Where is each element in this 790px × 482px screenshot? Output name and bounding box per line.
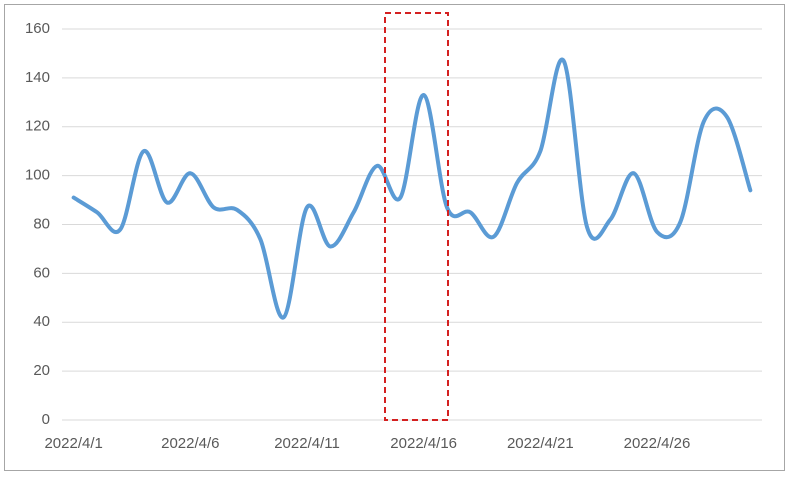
x-tick-label: 2022/4/16: [390, 435, 457, 452]
chart-border: [4, 4, 785, 471]
x-tick-label: 2022/4/21: [507, 435, 574, 452]
y-tick-label: 20: [33, 362, 50, 379]
y-tick-label: 160: [25, 20, 50, 37]
y-tick-label: 80: [33, 215, 50, 232]
y-tick-label: 140: [25, 69, 50, 86]
y-tick-label: 60: [33, 264, 50, 281]
y-tick-label: 40: [33, 313, 50, 330]
y-tick-label: 100: [25, 167, 50, 184]
y-tick-label: 120: [25, 118, 50, 135]
plot-area: [71, 57, 753, 320]
y-tick-label: 0: [42, 411, 50, 428]
x-tick-label: 2022/4/6: [161, 435, 219, 452]
x-tick-label: 2022/4/11: [274, 435, 340, 452]
x-tick-label: 2022/4/1: [44, 435, 102, 452]
highlight-box: [384, 12, 449, 421]
x-tick-label: 2022/4/26: [624, 435, 691, 452]
data-line: [71, 57, 753, 320]
